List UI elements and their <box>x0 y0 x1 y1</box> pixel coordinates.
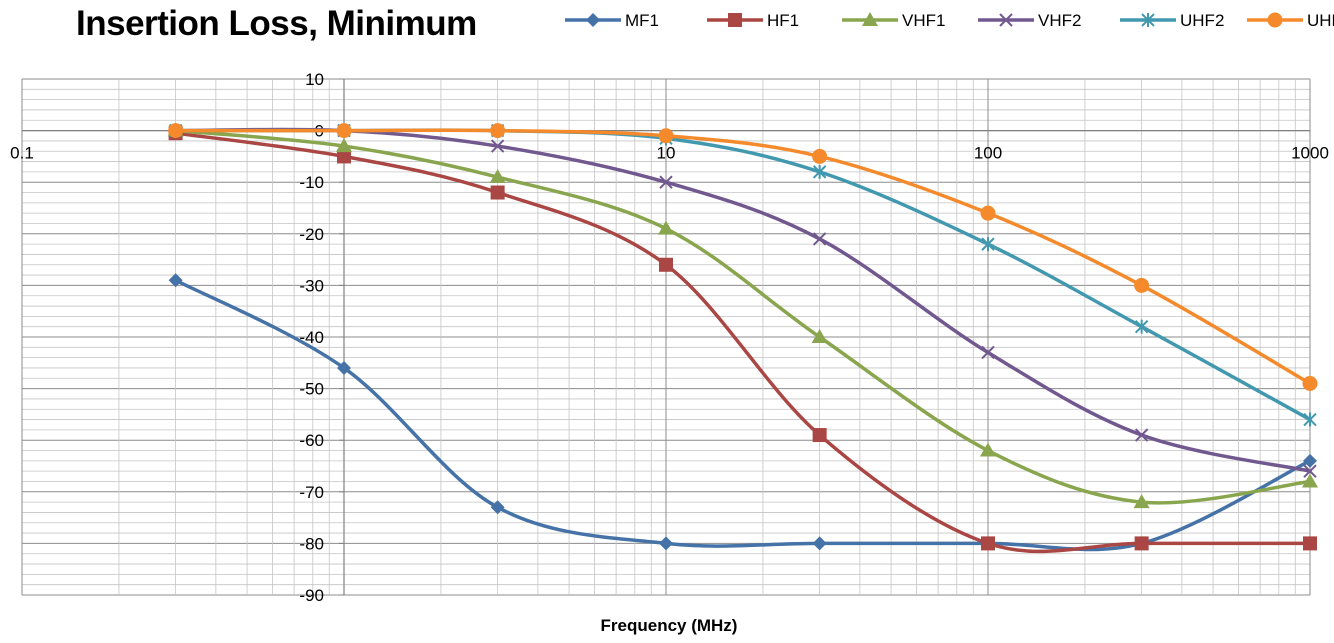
legend-marker-mf1 <box>586 13 600 27</box>
x-tick-label: 10 <box>657 144 676 163</box>
legend-label: VHF1 <box>902 11 945 30</box>
data-point-mf1 <box>1303 453 1317 468</box>
data-point-vhf1 <box>336 138 352 153</box>
series-line-hf1 <box>173 131 1312 554</box>
y-tick-label: 10 <box>305 70 324 89</box>
data-point-hf1 <box>337 149 351 164</box>
legend-item-uhf2: UHF2 <box>1120 11 1224 30</box>
data-point-uhf1 <box>980 205 996 221</box>
x-tick-label: 1000 <box>1291 144 1329 163</box>
legend-label: UHF2 <box>1180 11 1224 30</box>
chart-legend: MF1 HF1 VHF1 VHF2 UHF2 UHF1 <box>565 11 1334 30</box>
data-point-uhf2 <box>1303 412 1317 427</box>
chart-series <box>167 122 1318 554</box>
data-point-vhf1 <box>489 169 506 184</box>
series-line-vhf1 <box>173 128 1312 505</box>
series-vhf1 <box>167 122 1318 509</box>
data-point-hf1 <box>1303 536 1317 551</box>
data-point-uhf2 <box>812 164 827 179</box>
series-uhf1 <box>168 123 1318 391</box>
legend-label: VHF2 <box>1038 11 1081 30</box>
legend-item-vhf1: VHF1 <box>842 11 945 30</box>
data-point-vhf1 <box>658 220 674 235</box>
data-point-hf1 <box>659 257 673 272</box>
legend-item-uhf1: UHF1 <box>1247 11 1334 30</box>
x-tick-label: 100 <box>974 144 1002 163</box>
legend-marker-uhf1 <box>1267 12 1283 28</box>
series-line-mf1 <box>173 278 1312 552</box>
legend-marker-vhf2 <box>999 13 1013 27</box>
data-point-uhf1 <box>490 123 506 139</box>
series-line-uhf1 <box>173 128 1312 386</box>
data-point-hf1 <box>490 185 505 200</box>
legend-item-mf1: MF1 <box>565 11 659 30</box>
data-point-uhf2 <box>1134 319 1149 334</box>
data-point-vhf2 <box>659 175 673 189</box>
legend-label: MF1 <box>625 11 659 30</box>
data-point-vhf1 <box>1133 494 1150 509</box>
y-tick-label: -90 <box>299 586 324 605</box>
data-point-vhf2 <box>981 345 995 360</box>
y-tick-label: -60 <box>299 431 324 450</box>
data-point-uhf1 <box>1134 277 1150 293</box>
chart-axes: 100-10-20-30-40-50-60-70-80-900.11101001… <box>10 70 1329 605</box>
x-axis-title: Frequency (MHz) <box>601 616 738 635</box>
y-tick-label: -70 <box>299 483 324 502</box>
y-tick-label: -30 <box>299 276 324 295</box>
data-point-mf1 <box>168 273 183 288</box>
legend-label: UHF1 <box>1307 11 1334 30</box>
data-point-vhf2 <box>812 232 827 246</box>
data-point-hf1 <box>1134 536 1149 551</box>
data-point-vhf2 <box>1303 464 1317 478</box>
data-point-uhf1 <box>336 123 352 139</box>
legend-item-hf1: HF1 <box>707 11 799 30</box>
data-point-uhf2 <box>981 237 995 252</box>
data-point-hf1 <box>981 536 995 551</box>
data-point-mf1 <box>659 536 673 551</box>
y-tick-label: -80 <box>299 534 324 553</box>
series-vhf2 <box>168 123 1317 478</box>
data-point-vhf1 <box>980 442 996 457</box>
data-point-vhf2 <box>1134 428 1149 442</box>
chart-title: Insertion Loss, Minimum <box>76 4 477 43</box>
series-mf1 <box>168 273 1317 552</box>
y-tick-label: -20 <box>299 225 324 244</box>
legend-marker-vhf1 <box>862 12 878 26</box>
data-point-mf1 <box>490 500 505 515</box>
data-point-uhf1 <box>168 123 184 139</box>
data-point-hf1 <box>812 428 827 443</box>
legend-marker-hf1 <box>728 13 742 27</box>
data-point-uhf1 <box>812 148 828 164</box>
data-point-uhf1 <box>658 128 674 144</box>
y-tick-label: -50 <box>299 380 324 399</box>
data-point-mf1 <box>337 360 351 375</box>
series-hf1 <box>168 126 1317 554</box>
legend-marker-uhf2 <box>1141 13 1155 27</box>
x-tick-label: 0.1 <box>10 144 34 163</box>
legend-label: HF1 <box>767 11 799 30</box>
data-point-vhf1 <box>811 329 828 343</box>
data-point-vhf2 <box>490 139 505 153</box>
data-point-uhf1 <box>1302 375 1318 391</box>
data-point-vhf1 <box>1302 473 1318 488</box>
y-tick-label: -10 <box>299 173 324 192</box>
legend-item-vhf2: VHF2 <box>978 11 1081 30</box>
data-point-mf1 <box>812 536 827 551</box>
